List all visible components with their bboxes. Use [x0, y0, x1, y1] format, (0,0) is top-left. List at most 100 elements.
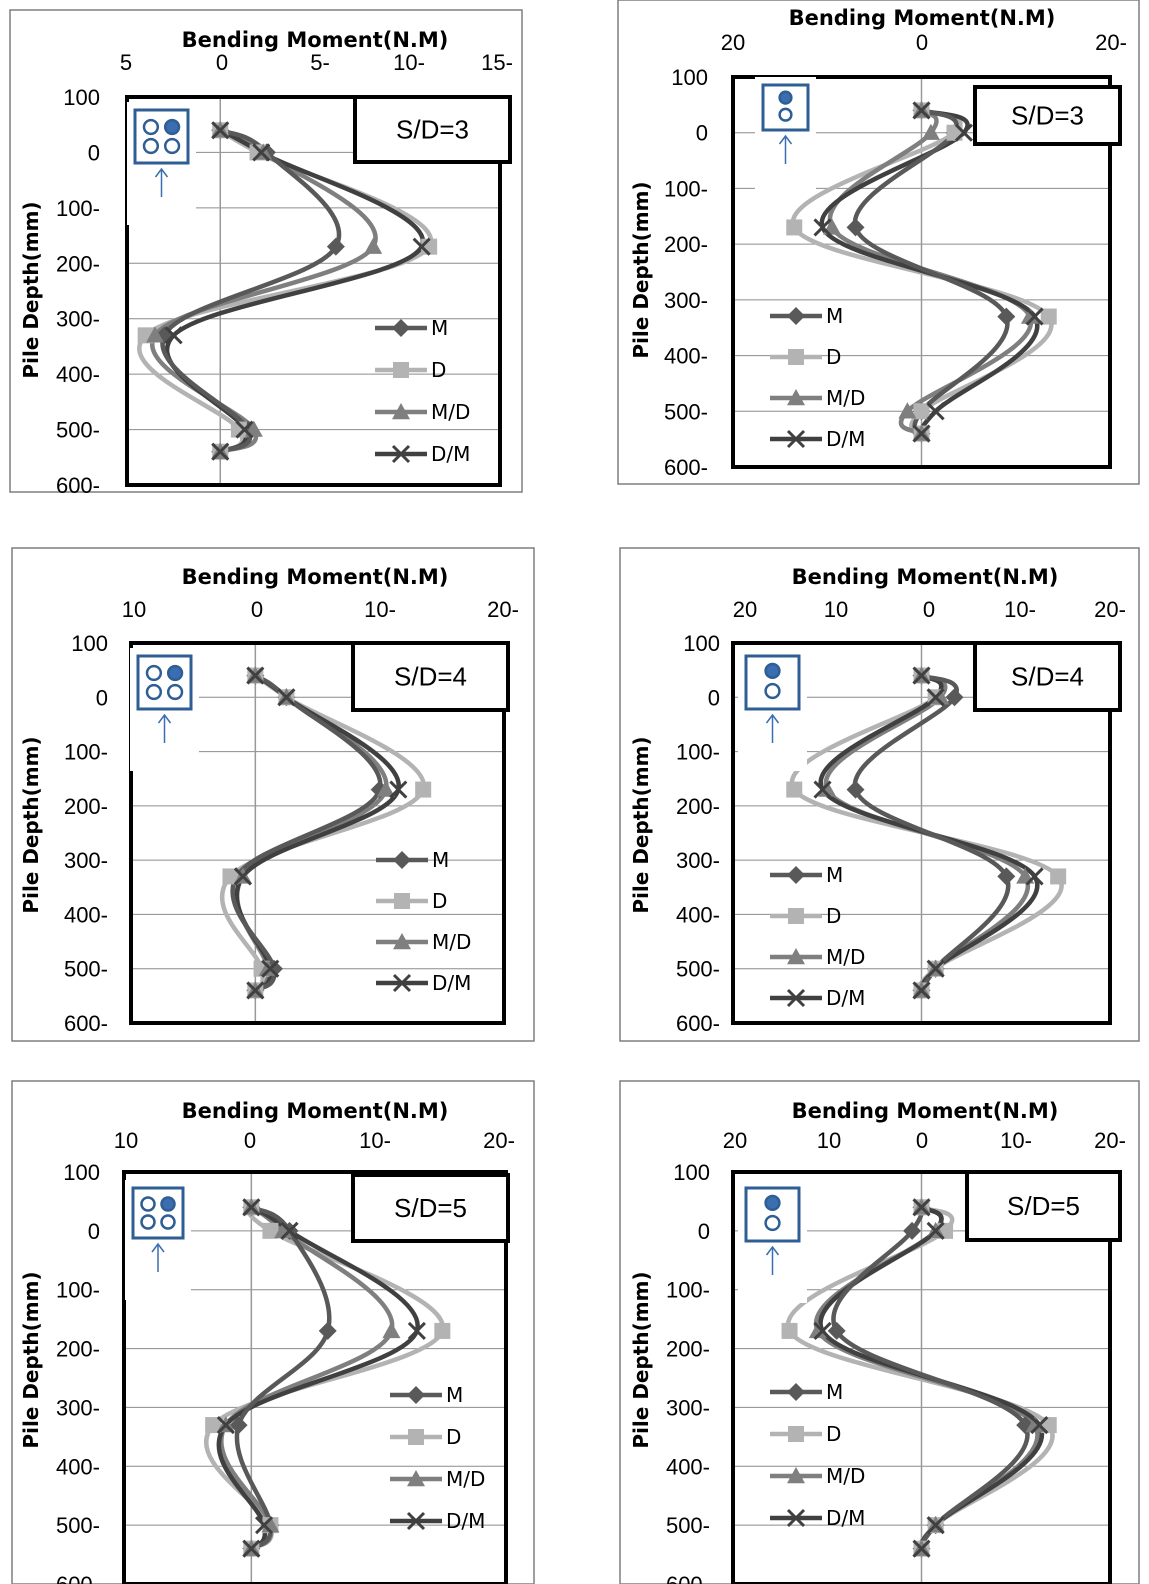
legend-marker	[787, 948, 805, 965]
x-marker-stroke	[216, 1416, 235, 1435]
x-marker-stroke	[407, 1321, 426, 1340]
legend-marker	[407, 1386, 425, 1404]
y-tick-label: 400-	[676, 902, 720, 927]
x-marker-stroke	[912, 1198, 931, 1217]
x-marker-stroke	[280, 1221, 299, 1240]
sd-label-box	[353, 95, 512, 164]
data-point-m	[903, 1221, 922, 1240]
legend-label: D	[432, 889, 447, 913]
legend-label: M/D	[826, 945, 865, 969]
x-marker-stroke	[912, 101, 931, 120]
data-point-d	[1040, 308, 1057, 325]
pile-circle-filled	[163, 118, 181, 136]
plot-area-border	[122, 1170, 508, 1584]
icon-box	[131, 1186, 185, 1240]
plot-area-border	[731, 641, 1112, 1025]
legend-marker	[787, 1383, 805, 1401]
x-marker-stroke	[246, 981, 265, 1000]
y-tick-label: 100	[63, 85, 100, 110]
x-marker-stroke	[786, 988, 806, 1008]
y-axis-title: Pile Depth(mm)	[19, 201, 43, 378]
group-pile-icon	[130, 648, 199, 771]
data-point-m-d	[898, 402, 917, 419]
x-marker-stroke	[233, 867, 252, 886]
legend-label: M/D	[826, 386, 865, 410]
pile-circle	[764, 682, 781, 700]
pile-circle-filled	[778, 90, 793, 105]
y-tick-label: 0	[88, 140, 100, 165]
x-marker-stroke	[242, 1539, 261, 1558]
y-axis-title: Pile Depth(mm)	[629, 736, 653, 913]
chart-frame	[11, 1080, 535, 1584]
x-tick-label: 0	[251, 597, 263, 622]
data-point-m-d	[1025, 1416, 1044, 1433]
y-tick-label: 0	[698, 1219, 710, 1244]
y-tick-label: 600-	[676, 1011, 720, 1036]
y-tick-label: 100	[71, 631, 108, 656]
y-tick-label: 500-	[56, 418, 100, 443]
x-marker-stroke	[406, 1511, 426, 1531]
chart-panel-1: Bending Moment(N.M) 5 0 5- 10- 15- 100 0 100- 200…	[9, 9, 523, 498]
x-axis-title: Bending Moment(N.M)	[182, 28, 449, 52]
x-axis-title: Bending Moment(N.M)	[792, 565, 1059, 589]
y-tick-label: 300-	[56, 307, 100, 332]
y-tick-label: 0	[96, 685, 108, 710]
data-point-d	[1050, 868, 1067, 885]
y-axis-title: Pile Depth(mm)	[19, 1271, 43, 1448]
legend-item: D/M	[375, 442, 470, 466]
x-marker-stroke	[164, 326, 183, 345]
legend-item: M/D	[770, 945, 865, 969]
x-tick-label: 5-	[310, 50, 330, 75]
pile-circle	[166, 683, 184, 701]
pile-circle	[142, 118, 160, 136]
data-point-d-m	[813, 780, 832, 799]
pile-circle-filled	[160, 1196, 176, 1212]
x-tick-label: 10	[824, 597, 848, 622]
y-tick-label: 400-	[666, 1454, 710, 1479]
legend-item: M	[376, 848, 449, 872]
x-marker-stroke	[389, 780, 408, 799]
x-tick-label: 20-	[483, 1128, 515, 1153]
data-point-d-m	[926, 1221, 945, 1240]
data-point-d	[781, 1322, 798, 1339]
y-tick-label: 100-	[664, 176, 708, 201]
load-arrow-head	[765, 1245, 780, 1256]
x-tick-label: 0	[216, 50, 228, 75]
x-marker-stroke	[252, 143, 271, 162]
data-point-m	[997, 307, 1016, 326]
data-point-d-m	[813, 218, 832, 237]
data-point-m-d	[808, 1321, 827, 1339]
data-point-d-m	[912, 424, 931, 443]
x-tick-label: 10-	[1000, 1128, 1032, 1153]
x-marker-stroke	[1030, 1416, 1049, 1435]
data-point-m	[846, 780, 865, 799]
data-point-d-m	[280, 1221, 299, 1240]
legend-marker	[392, 319, 410, 337]
legend-item: M/D	[770, 1464, 865, 1488]
x-marker-stroke	[786, 1508, 806, 1528]
legend-label: D/M	[446, 1509, 485, 1533]
legend-marker	[393, 933, 411, 950]
legend-item: D	[770, 1422, 841, 1446]
data-point-d-m	[261, 959, 280, 978]
chart-panel-2: Bending Moment(N.M) 20 0 20- 100 0 100- 200- 300…	[617, 0, 1140, 485]
data-point-d-m	[912, 666, 931, 685]
x-tick-label: 5	[120, 50, 132, 75]
data-point-d-m	[1030, 1416, 1049, 1435]
x-marker-stroke	[211, 442, 230, 461]
x-marker-stroke	[412, 237, 431, 256]
legend-label: M/D	[432, 930, 471, 954]
legend-label: M	[432, 848, 449, 872]
x-marker-stroke	[912, 424, 931, 443]
x-marker-stroke	[246, 666, 265, 685]
chart-frame	[11, 547, 535, 1042]
data-point-d-m	[912, 101, 931, 120]
data-point-d-m	[255, 1516, 274, 1535]
x-axis-title: Bending Moment(N.M)	[789, 6, 1056, 30]
y-tick-label: 100	[63, 1160, 100, 1185]
legend-label: D/M	[826, 1506, 865, 1530]
pile-circle	[142, 137, 160, 155]
y-axis-title: Pile Depth(mm)	[629, 181, 653, 358]
pile-circle-filled	[764, 662, 781, 679]
